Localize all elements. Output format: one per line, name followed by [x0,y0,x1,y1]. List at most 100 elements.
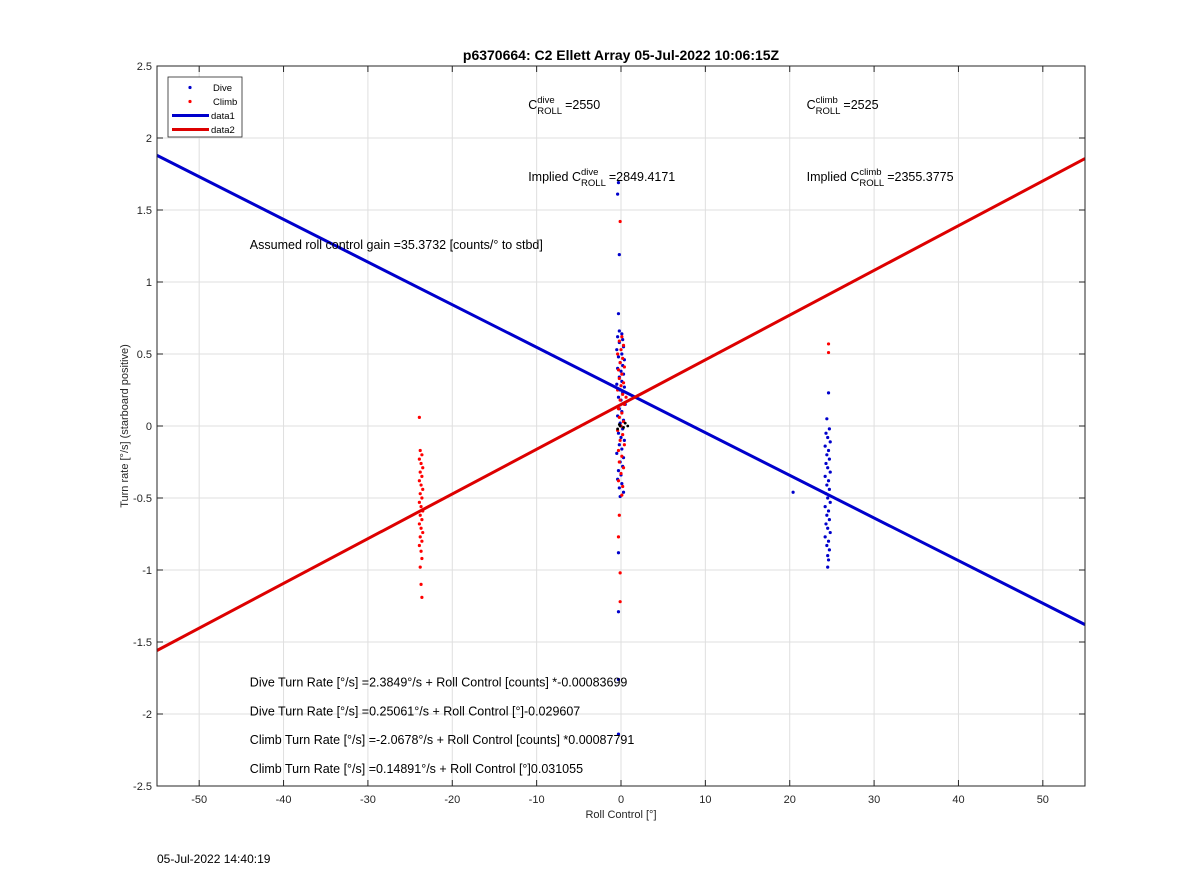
dive-point [616,431,621,435]
equation-climb-counts: Climb Turn Rate [°/s] =-2.0678°/s + Roll… [250,733,635,747]
c-roll-climb-label: Cclimb ROLL =2525 [807,95,879,117]
climb-point [417,522,421,526]
dive-point [615,348,619,352]
dive-point [616,469,621,473]
climb-point [418,513,422,517]
climb-point [617,460,621,464]
dive-point [621,338,625,342]
dive-point [828,500,832,504]
dive-point [823,474,827,478]
climb-point [616,535,621,539]
climb-point [419,483,423,487]
dive-point [826,466,830,470]
data1-fit-line [156,154,1086,626]
climb-point [417,500,421,504]
dive-point [825,483,829,487]
climb-point [420,539,424,543]
climb-point [420,518,424,522]
dive-point [616,335,620,339]
y-tick-label: 1 [146,277,152,289]
climb-point [618,438,622,442]
footer-timestamp: 05-Jul-2022 14:40:19 [157,852,271,866]
climb-point [418,448,422,453]
legend: Dive Climb data1 data2 [167,76,243,138]
dive-point [827,548,831,552]
climb-point [419,582,423,587]
legend-data2-label: data2 [211,125,235,136]
dive-point [622,438,626,442]
x-tick-label: 0 [618,794,624,806]
climb-point [619,471,623,476]
x-tick-label: -50 [191,794,207,806]
climb-point [618,219,622,224]
equation-climb-degrees: Climb Turn Rate [°/s] =0.14891°/s + Roll… [250,762,583,776]
scatter-points [417,181,832,736]
dive-point [616,677,621,682]
dive-point [622,385,626,389]
dive-point [617,443,621,447]
dive-point [824,522,828,526]
dive-point [823,505,827,509]
dive-point [620,352,624,356]
climb-point [421,487,425,491]
y-tick-label: 2 [146,133,152,145]
climb-point [617,415,621,419]
fit-lines [156,154,1086,652]
x-tick-label: -10 [529,794,545,806]
climb-point [417,415,421,419]
climb-point [618,398,622,402]
climb-point [618,361,622,365]
dive-point [826,509,831,513]
axis-ticks: -50 -40 -30 -20 -10 0 10 20 30 40 50-2.5-2-1.5-1-0… [133,61,1085,806]
dive-point [824,431,828,435]
reference-point [622,426,625,429]
climb-point [621,484,625,489]
dive-point [826,554,830,558]
climb-point [616,479,621,483]
dive-point [617,329,621,333]
dive-point [824,461,828,466]
data2-fit-line [156,157,1086,652]
dive-point [616,551,621,555]
grid [157,66,1085,786]
legend-dive-label: Dive [213,83,232,94]
equation-dive-degrees: Dive Turn Rate [°/s] =0.25061°/s + Roll … [250,704,580,718]
reference-point [626,424,630,428]
dive-point [828,470,832,474]
y-tick-label: -1 [142,565,152,577]
climb-point [419,549,423,553]
climb-point [418,535,422,539]
climb-point [616,368,621,372]
c-roll-dive-label: Cdive ROLL =2550 [528,95,600,117]
x-tick-label: -40 [276,794,292,806]
legend-climb-label: Climb [213,97,237,108]
climb-point [620,411,624,415]
climb-point [622,443,626,447]
climb-point [617,376,621,381]
climb-point [417,457,421,461]
dive-point [825,417,829,421]
climb-point [417,543,421,548]
implied-c-roll-dive-label: Implied Cdive ROLL =2849.4171 [528,167,675,189]
legend-dive-marker [188,85,192,90]
dive-point [791,490,795,494]
y-tick-label: 0.5 [137,349,152,361]
annotations: Cdive ROLL =2550 Cclimb ROLL =2525 Implied C… [250,95,954,776]
climb-point [619,348,623,352]
climb-point [624,395,628,399]
climb-point [417,479,421,483]
dive-point [617,486,621,490]
dive-point [826,565,830,569]
climb-point [418,470,422,474]
climb-point [621,433,625,437]
dive-point [619,435,623,440]
y-tick-label: 2.5 [137,61,152,73]
equation-dive-counts: Dive Turn Rate [°/s] =2.3849°/s + Roll C… [250,676,628,690]
dive-point [616,181,621,185]
climb-point [419,505,423,509]
dive-point [616,192,620,196]
dive-point [826,448,831,453]
y-tick-label: -1.5 [133,637,152,649]
implied-c-roll-climb-label: Implied Cclimb ROLL =2355.3775 [807,167,954,189]
